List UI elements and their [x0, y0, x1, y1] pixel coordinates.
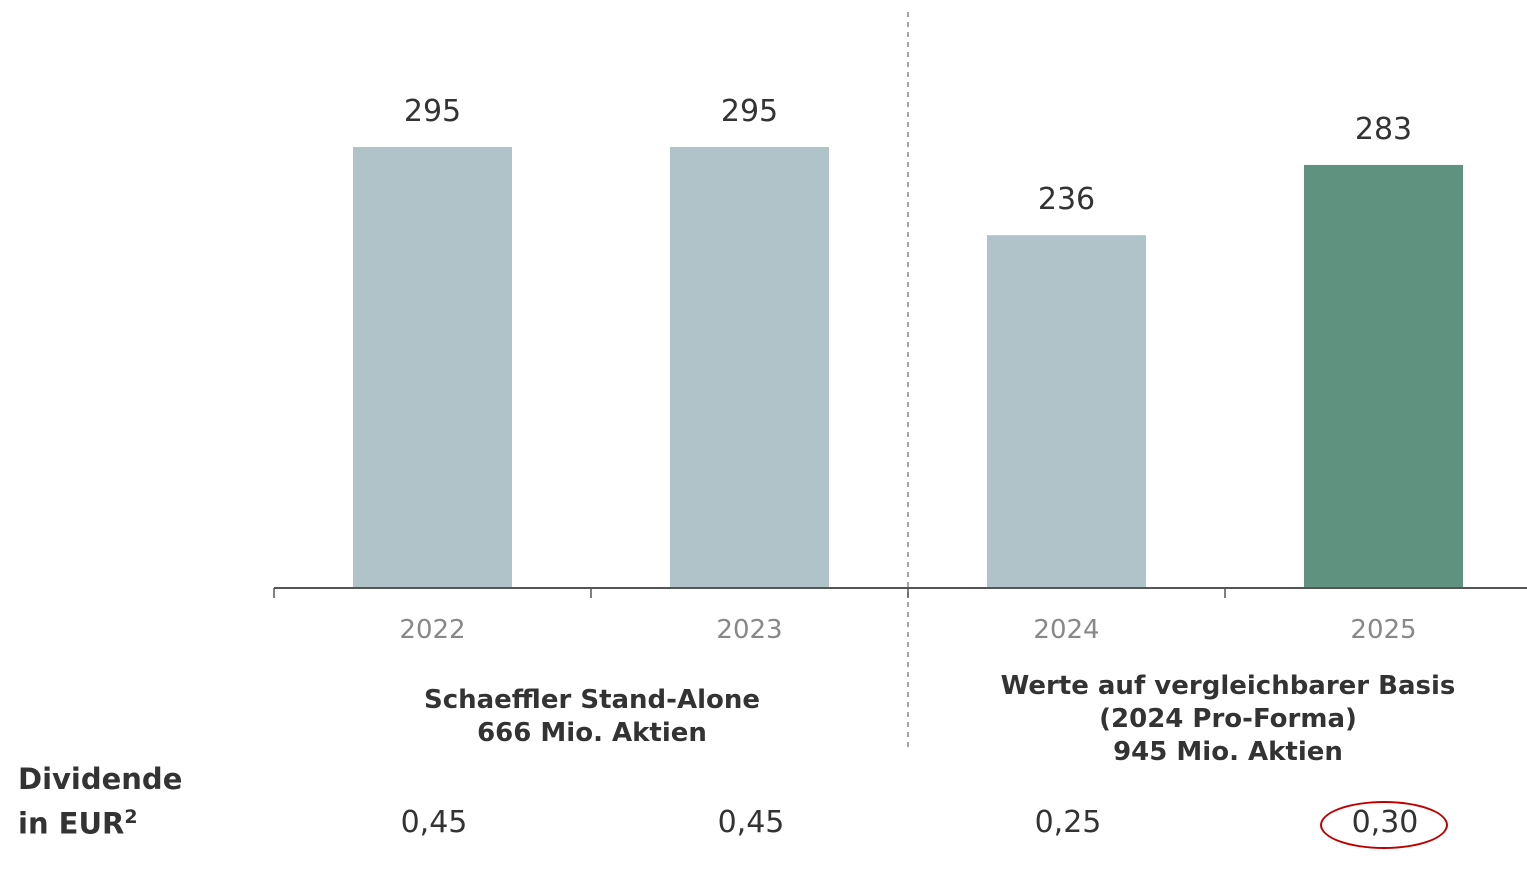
group-label-line: 945 Mio. Aktien [1113, 737, 1343, 767]
bar-value-label-2025: 283 [1355, 112, 1412, 147]
dividend-label-line1: Dividende [18, 762, 183, 796]
bar-value-label-2022: 295 [404, 94, 461, 129]
group-label-line: (2024 Pro-Forma) [1099, 704, 1357, 734]
highlight-circle [1320, 801, 1448, 849]
bar-2024 [987, 235, 1146, 588]
dividend-value-2023: 0,45 [717, 805, 785, 840]
bar-2022 [353, 147, 512, 588]
x-tick-label-2025: 2025 [1350, 615, 1416, 645]
bar-value-label-2023: 295 [721, 94, 778, 129]
x-tick-label-2024: 2024 [1033, 615, 1099, 645]
bar-2025 [1304, 164, 1463, 589]
footnote-marker: 2 [124, 806, 138, 828]
dividend-label-text: in EUR [18, 806, 125, 841]
dividend-value-2024: 0,25 [1034, 805, 1102, 840]
dividend-label-line2: in EUR2 [18, 806, 138, 841]
bar-value-label-2024: 236 [1038, 182, 1095, 217]
group-label-line: Werte auf vergleichbarer Basis [1000, 671, 1456, 701]
group-label-stand-alone: Schaeffler Stand-Alone 666 Mio. Aktien [392, 684, 792, 750]
group-label-line: 666 Mio. Aktien [477, 718, 707, 748]
x-tick-label-2023: 2023 [716, 615, 782, 645]
bar-2023 [670, 147, 829, 588]
dividend-value-2022: 0,45 [400, 805, 468, 840]
x-tick-label-2022: 2022 [399, 615, 465, 645]
group-label-pro-forma: Werte auf vergleichbarer Basis (2024 Pro… [978, 670, 1478, 769]
group-label-line: Schaeffler Stand-Alone [423, 685, 760, 715]
